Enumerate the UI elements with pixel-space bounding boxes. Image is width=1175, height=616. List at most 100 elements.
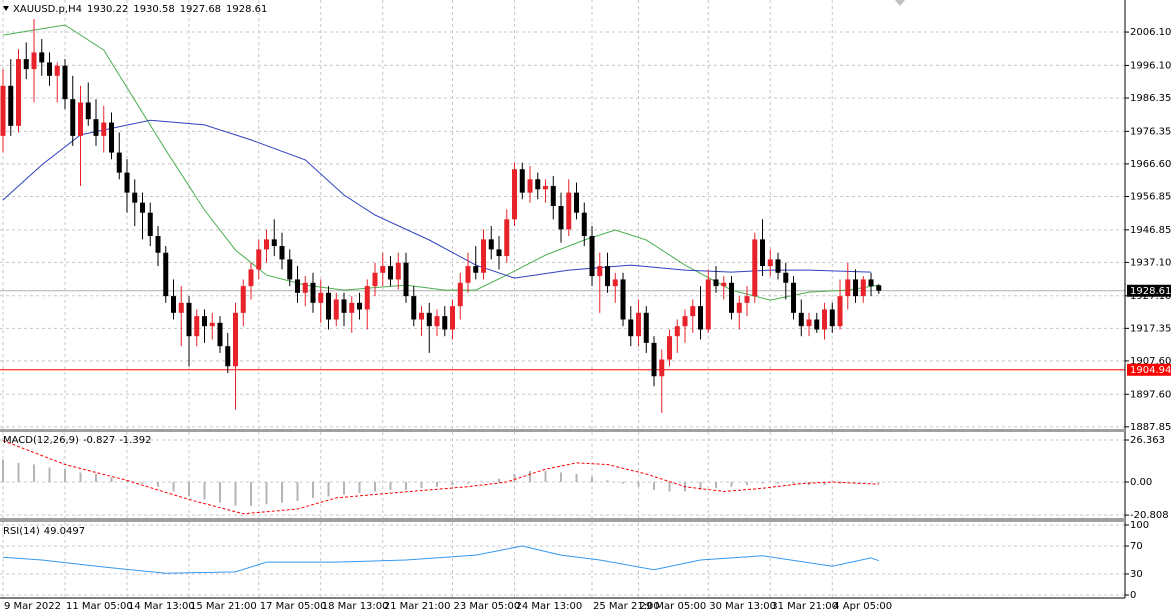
macd-bar <box>591 477 594 482</box>
macd-bar <box>17 462 20 482</box>
candle-body <box>279 246 285 260</box>
candle-body <box>674 326 680 337</box>
candle-body <box>643 312 649 343</box>
candle-body <box>124 172 130 193</box>
candle-body <box>791 282 797 313</box>
candle-body <box>140 202 146 213</box>
macd-bar <box>746 481 749 486</box>
macd-bar <box>110 477 113 482</box>
candle-body <box>829 309 835 327</box>
macd-bar <box>777 481 780 484</box>
x-tick-label: 18 Mar 13:00 <box>322 601 389 612</box>
candle-body <box>178 302 184 313</box>
candle-body <box>450 306 456 330</box>
candle-body <box>729 282 735 313</box>
candle-body <box>721 282 727 287</box>
candle-body <box>814 319 820 330</box>
candle-body <box>822 309 828 330</box>
y-tick-label: 1946.85 <box>1130 225 1171 236</box>
macd-bar <box>792 481 795 484</box>
y-tick-label: 1976.35 <box>1130 126 1171 137</box>
candle-body <box>558 205 564 230</box>
macd-bar <box>358 481 361 494</box>
candle-body <box>426 312 432 327</box>
x-tick-label: 17 Mar 05:00 <box>260 601 327 612</box>
y-tick-label: 1897.60 <box>1130 389 1171 400</box>
rsi-line <box>2 545 879 574</box>
candle-body <box>256 249 262 270</box>
macd-bar <box>482 481 485 483</box>
ohlc-value: 1928.61 <box>226 4 267 15</box>
macd-bar <box>761 481 764 484</box>
candle-body <box>302 282 308 293</box>
macd-bar <box>64 469 67 482</box>
candle-body <box>574 192 580 213</box>
macd-bar <box>405 481 408 490</box>
y-tick-label: 26.363 <box>1130 435 1165 446</box>
candle-body <box>659 359 665 377</box>
candle-body <box>15 59 21 126</box>
candle-body <box>225 346 231 367</box>
candle-body <box>419 312 425 320</box>
macd-bar <box>389 481 392 490</box>
indicator-label: RSI(14) 49.0497 <box>3 526 85 537</box>
candle-body <box>47 62 53 76</box>
macd-bar <box>126 480 129 482</box>
indicator-name: RSI(14) <box>3 526 40 537</box>
menu-arrow <box>3 6 9 11</box>
macd-bar <box>48 467 51 482</box>
macd-bar <box>575 474 578 482</box>
candle-body <box>853 279 859 297</box>
ohlc-value: 1930.58 <box>133 4 174 15</box>
candle-body <box>698 306 704 330</box>
indicator-label: MACD(12,26,9) -0.827 -1.392 <box>3 435 151 446</box>
x-tick-label: 11 Mar 05:00 <box>66 601 133 612</box>
level-label: 1904.94 <box>1130 365 1171 376</box>
candle-body <box>318 292 324 303</box>
y-tick-label: 100 <box>1130 520 1149 531</box>
candle-body <box>473 266 479 273</box>
macd-bar <box>172 481 175 492</box>
candle-body <box>194 316 200 337</box>
candle-body <box>326 292 332 320</box>
candle-body <box>868 279 874 287</box>
macd-bar <box>33 464 36 482</box>
candle-body <box>581 212 587 237</box>
candle-body <box>403 262 409 297</box>
macd-bar <box>854 481 857 483</box>
candle-body <box>271 239 277 247</box>
indicator-name: MACD(12,26,9) <box>3 435 79 446</box>
candle-body <box>132 192 138 203</box>
level-label-box <box>1127 363 1171 376</box>
macd-bar <box>544 470 547 482</box>
candle-body <box>380 266 386 273</box>
macd-signal-value: -1.392 <box>119 435 151 446</box>
candle-body <box>372 272 378 287</box>
candle-body <box>0 85 6 136</box>
macd-bar <box>699 481 702 490</box>
x-tick-label: 23 Mar 05:00 <box>454 601 521 612</box>
macd-bar <box>498 478 501 482</box>
candle-body <box>845 279 851 297</box>
x-tick-label: 9 Mar 2022 <box>4 601 61 612</box>
candle-body <box>605 266 611 287</box>
y-tick-label: 1956.85 <box>1130 191 1171 202</box>
candle-body <box>209 322 215 327</box>
candle-body <box>434 316 440 327</box>
candle-body <box>109 122 115 153</box>
macd-bar <box>715 481 718 489</box>
candle-body <box>636 312 642 337</box>
candle-body <box>411 296 417 320</box>
y-tick-label: 30 <box>1130 569 1143 580</box>
candle-body <box>310 282 316 303</box>
candle-body <box>295 279 301 293</box>
candle-body <box>519 169 525 193</box>
candle-body <box>287 259 293 280</box>
candle-body <box>488 239 494 250</box>
candle-body <box>775 259 781 273</box>
y-tick-label: 0 <box>1130 590 1136 601</box>
macd-bar <box>265 481 268 505</box>
macd-bar <box>327 481 330 497</box>
